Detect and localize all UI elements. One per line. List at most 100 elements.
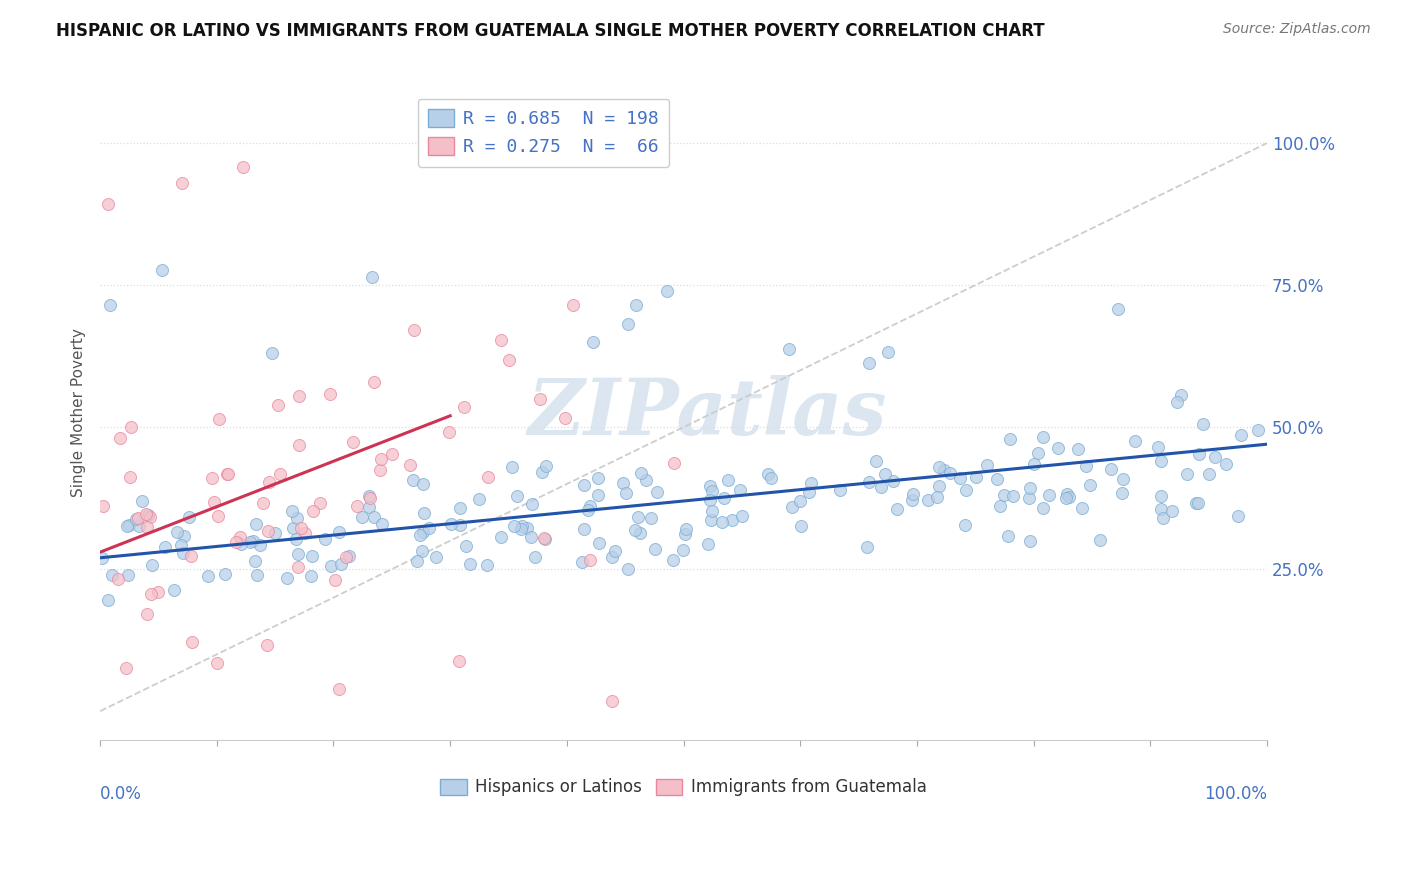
Point — [533, 532, 555, 546]
Point — [357, 500, 380, 515]
Point — [858, 356, 880, 370]
Point — [882, 474, 904, 488]
Point — [1170, 388, 1192, 402]
Point — [467, 491, 489, 506]
Point — [886, 502, 908, 516]
Point — [588, 471, 610, 485]
Point — [869, 480, 891, 494]
Point — [510, 522, 533, 536]
Point — [756, 467, 779, 481]
Point — [256, 638, 278, 652]
Point — [418, 521, 440, 535]
Text: HISPANIC OR LATINO VS IMMIGRANTS FROM GUATEMALA SINGLE MOTHER POVERTY CORRELATIO: HISPANIC OR LATINO VS IMMIGRANTS FROM GU… — [56, 22, 1045, 40]
Point — [730, 509, 752, 524]
Point — [1038, 488, 1060, 502]
Point — [98, 298, 121, 312]
Text: 0.0%: 0.0% — [100, 785, 142, 804]
Point — [214, 567, 236, 582]
Point — [346, 499, 368, 513]
Point — [721, 513, 744, 527]
Point — [115, 519, 138, 533]
Point — [128, 519, 150, 533]
Point — [1226, 508, 1249, 523]
Point — [359, 491, 381, 505]
Point — [662, 456, 685, 470]
Point — [562, 298, 585, 312]
Point — [146, 584, 169, 599]
Point — [139, 510, 162, 524]
Point — [363, 509, 385, 524]
Point — [700, 484, 723, 499]
Point — [1088, 533, 1111, 548]
Point — [263, 526, 285, 541]
Point — [207, 508, 229, 523]
Point — [998, 432, 1021, 446]
Point — [412, 477, 434, 491]
Point — [301, 549, 323, 563]
Point — [624, 523, 647, 537]
Text: Source: ZipAtlas.com: Source: ZipAtlas.com — [1223, 22, 1371, 37]
Point — [127, 511, 149, 525]
Point — [661, 553, 683, 567]
Point — [90, 550, 112, 565]
Y-axis label: Single Mother Poverty: Single Mother Poverty — [72, 328, 86, 498]
Point — [1230, 428, 1253, 442]
Point — [412, 506, 434, 520]
Point — [252, 496, 274, 510]
Point — [630, 467, 652, 481]
Point — [1019, 533, 1042, 548]
Point — [993, 488, 1015, 502]
Point — [640, 511, 662, 525]
Text: ZIPatlas: ZIPatlas — [527, 375, 887, 451]
Point — [135, 607, 157, 622]
Point — [117, 568, 139, 582]
Point — [141, 586, 163, 600]
Point — [314, 532, 336, 546]
Point — [246, 568, 269, 582]
Point — [1026, 446, 1049, 460]
Point — [876, 345, 898, 359]
Point — [576, 503, 599, 517]
Point — [450, 518, 472, 533]
Point — [579, 500, 602, 514]
Point — [201, 471, 224, 485]
Point — [955, 483, 977, 497]
Point — [299, 569, 322, 583]
Point — [197, 568, 219, 582]
Point — [700, 513, 723, 527]
Point — [1146, 440, 1168, 454]
Point — [97, 593, 120, 607]
Point — [506, 489, 529, 503]
Point — [357, 489, 380, 503]
Point — [1067, 442, 1090, 457]
Point — [759, 471, 782, 485]
Point — [582, 335, 605, 350]
Point — [790, 519, 813, 533]
Point — [830, 483, 852, 497]
Point — [502, 519, 524, 533]
Point — [634, 473, 657, 487]
Point — [873, 467, 896, 481]
Point — [616, 486, 638, 500]
Point — [179, 510, 201, 524]
Point — [1152, 511, 1174, 525]
Point — [510, 519, 533, 533]
Point — [328, 525, 350, 540]
Point — [520, 530, 543, 544]
Point — [501, 459, 523, 474]
Point — [337, 549, 360, 564]
Point — [107, 572, 129, 586]
Point — [1001, 489, 1024, 503]
Point — [586, 488, 609, 502]
Point — [1247, 423, 1270, 437]
Point — [439, 425, 461, 439]
Point — [529, 392, 551, 407]
Point — [370, 451, 392, 466]
Point — [370, 463, 392, 477]
Point — [329, 557, 352, 571]
Point — [93, 499, 115, 513]
Point — [1191, 417, 1213, 431]
Point — [976, 458, 998, 472]
Point — [699, 492, 721, 507]
Point — [717, 473, 740, 487]
